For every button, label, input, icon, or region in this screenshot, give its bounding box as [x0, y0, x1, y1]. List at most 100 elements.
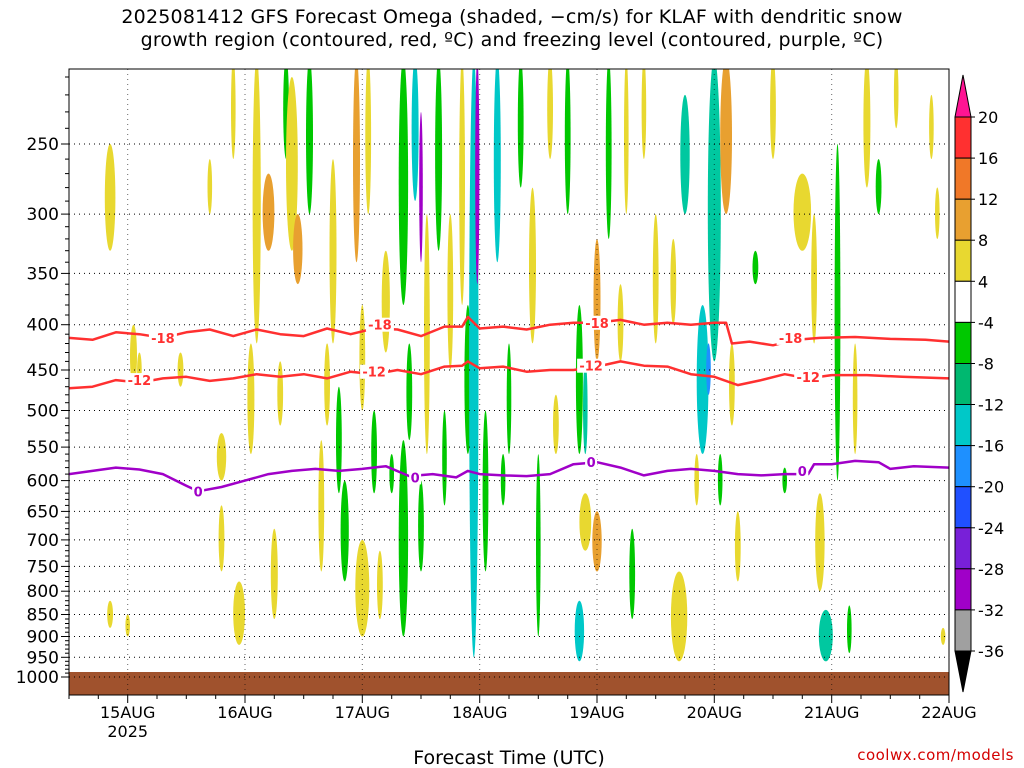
omega-shading — [104, 69, 946, 662]
omega-shade-region — [233, 581, 246, 645]
y-tick-label: 500 — [27, 402, 59, 422]
y-tick-label: 1000 — [16, 668, 59, 688]
colorbar-label: -36 — [978, 642, 1004, 661]
y-tick-label: 700 — [27, 531, 59, 551]
omega-shade-region — [593, 238, 601, 362]
credit-text: coolwx.com/models — [857, 746, 1014, 764]
omega-shade-region — [377, 550, 383, 620]
y-tick-label: 850 — [27, 606, 59, 626]
omega-shade-region — [720, 69, 732, 215]
omega-shade-region — [536, 454, 541, 637]
contour-line-0 — [69, 459, 949, 493]
colorbar-top-triangle — [954, 74, 972, 118]
omega-shade-region — [231, 69, 236, 159]
contour-line--18 — [69, 315, 949, 347]
omega-shade-region — [270, 528, 278, 620]
contour-label: 0 — [587, 456, 596, 471]
omega-shade-region — [447, 214, 454, 370]
omega-shade-region — [418, 480, 424, 572]
colorbar-segment — [954, 527, 972, 570]
omega-shade-region — [929, 94, 934, 160]
x-tick-label: 16AUG — [217, 703, 272, 722]
colorbar-segment — [954, 157, 972, 200]
omega-shade-region — [475, 69, 480, 285]
omega-shade-region — [793, 173, 812, 251]
omega-shade-region — [811, 214, 817, 344]
y-tick-label: 300 — [27, 205, 59, 225]
contour-label: -18 — [368, 319, 392, 334]
omega-shade-region — [583, 361, 588, 455]
y-tick-label: 600 — [27, 472, 59, 492]
omega-shade-region — [398, 69, 409, 305]
omega-shade-region — [286, 76, 298, 251]
x-tick-label: 21AUG — [804, 703, 859, 722]
omega-shade-region — [670, 571, 688, 662]
omega-shade-region — [340, 480, 349, 582]
omega-shade-region — [459, 69, 465, 305]
omega-shade-region — [752, 250, 759, 285]
colorbar-label: 16 — [978, 149, 998, 168]
contour-label: 0 — [798, 465, 807, 480]
colorbar-label: 20 — [978, 108, 998, 127]
omega-shade-region — [592, 511, 602, 572]
omega-shade-region — [389, 454, 395, 494]
contour-label-bg — [583, 315, 611, 330]
omega-shade-region — [406, 343, 413, 441]
omega-shade-region — [435, 69, 443, 251]
omega-shade-region — [381, 250, 390, 353]
omega-shade-region — [506, 343, 512, 455]
colorbar-segment — [954, 321, 972, 364]
omega-shade-region — [617, 284, 624, 362]
contour-line--12 — [69, 360, 949, 390]
omega-shade-region — [641, 69, 647, 159]
omega-shade-region — [107, 600, 113, 628]
omega-shade-region — [852, 343, 858, 455]
colorbar-label: -24 — [978, 519, 1004, 538]
omega-shade-region — [680, 94, 690, 215]
colorbar-segment — [954, 404, 972, 447]
omega-shade-region — [218, 505, 225, 572]
y-tick-label: 800 — [27, 582, 59, 602]
x-axis-label: Forecast Time (UTC) — [413, 747, 604, 768]
omega-shade-region — [652, 214, 659, 344]
colorbar-segment — [954, 239, 972, 282]
omega-shade-region — [694, 454, 699, 506]
colorbar-label: -8 — [978, 355, 994, 374]
omega-shade-region — [624, 69, 629, 215]
colorbar-segment — [954, 445, 972, 488]
contour-label: -12 — [796, 371, 820, 386]
contour-label-bg — [365, 317, 394, 332]
omega-shade-region — [729, 343, 735, 426]
contour-labels: -18 -18 -18 -18 -12 -12 -12 -12 0 0 0 0 — [125, 315, 823, 500]
colorbar-segment — [954, 486, 972, 529]
omega-shade-region — [707, 69, 721, 362]
y-tick-label: 250 — [27, 135, 59, 155]
omega-shade-region — [696, 305, 709, 454]
omega-shade-region — [247, 343, 255, 455]
omega-shade-region — [935, 187, 940, 239]
omega-shade-region — [670, 238, 677, 325]
omega-shade-region — [336, 386, 342, 494]
omega-shade-region — [847, 605, 852, 654]
omega-shade-region — [575, 305, 583, 454]
omega-shade-region — [547, 69, 553, 159]
contour-label: 0 — [194, 485, 203, 500]
omega-shade-region — [629, 528, 636, 620]
x-tick-sublabel: 2025 — [107, 722, 148, 741]
contour-label: -12 — [128, 374, 152, 389]
contour-lines — [69, 315, 949, 493]
colorbar: 20 16 12 8 4 -4 -8 -12 -16 -20 -24 -28 -32 -36 — [954, 74, 1004, 693]
contour-label-bg — [585, 455, 598, 470]
colorbar-segment — [954, 568, 972, 611]
colorbar-label: 4 — [978, 272, 988, 291]
y-tick-label: 400 — [27, 316, 59, 336]
contour-label-bg — [148, 330, 177, 345]
omega-shade-region — [529, 187, 536, 344]
omega-shade-region — [419, 112, 423, 263]
colorbar-label: -20 — [978, 478, 1004, 497]
omega-shade-region — [216, 433, 227, 481]
contour-label-bg — [577, 358, 606, 373]
omega-shade-region — [371, 410, 377, 494]
grid-lines — [69, 69, 950, 695]
colorbar-label: -32 — [978, 601, 1004, 620]
